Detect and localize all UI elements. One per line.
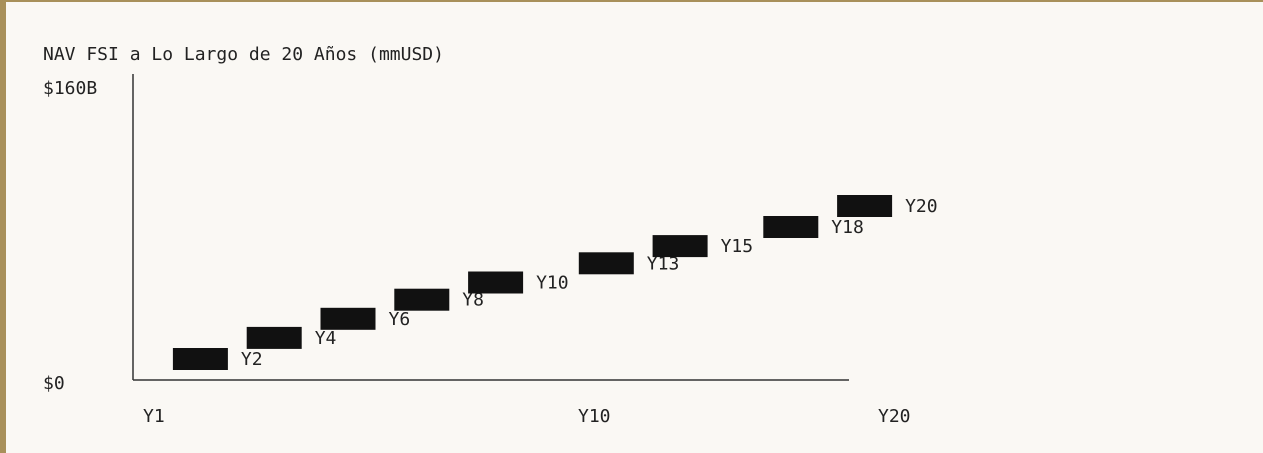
bar-label-y15: Y15	[721, 236, 754, 257]
bar-label-y2: Y2	[241, 349, 263, 370]
y-tick-zero: $0	[43, 373, 65, 394]
bar-block-y2	[172, 348, 228, 370]
bar-block-y4	[246, 326, 302, 349]
y-tick-max: $160B	[43, 78, 97, 99]
bar-block-y8	[394, 288, 450, 311]
x-tick-y1: Y1	[143, 406, 165, 427]
bar-label-y18: Y18	[831, 217, 864, 238]
x-tick-y20: Y20	[878, 406, 911, 427]
chart-title: NAV FSI a Lo Largo de 20 Años (mmUSD)	[43, 44, 444, 65]
ascii-chart: NAV FSI a Lo Largo de 20 Años (mmUSD) $1…	[43, 44, 938, 427]
x-tick-y10: Y10	[578, 406, 611, 427]
data-marks: Y2 Y4 Y6 Y8 Y10 Y13 Y15 Y18 Y20	[172, 195, 938, 370]
bar-block-y15	[652, 235, 708, 258]
bar-block-y20	[837, 195, 893, 217]
bar-block-y13	[578, 252, 634, 275]
bar-block-y18	[763, 216, 819, 238]
bar-label-y4: Y4	[315, 328, 337, 349]
bar-label-y6: Y6	[389, 309, 411, 330]
bar-block-y10	[468, 271, 524, 294]
bar-label-y13: Y13	[647, 253, 680, 274]
bar-block-y6	[320, 307, 376, 330]
bar-label-y8: Y8	[462, 290, 484, 311]
bar-label-y20: Y20	[905, 196, 938, 217]
bar-label-y10: Y10	[536, 273, 569, 294]
